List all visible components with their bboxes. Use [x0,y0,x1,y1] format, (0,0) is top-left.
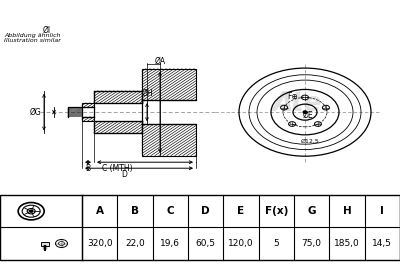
Text: Ø12,5: Ø12,5 [301,139,319,144]
Bar [142,124,196,155]
Text: ØE: ØE [303,111,313,120]
Bar [82,117,94,121]
Text: D: D [121,170,127,179]
Text: 19,6: 19,6 [160,239,180,248]
Text: Abbildung ähnlich: Abbildung ähnlich [4,33,60,38]
Text: C (MTH): C (MTH) [102,163,133,172]
Text: G: G [308,206,316,216]
Bar [94,121,142,134]
Bar [94,91,142,103]
Text: I: I [380,206,384,216]
Text: H: H [343,206,351,216]
Text: B: B [86,163,90,172]
Text: ØA: ØA [154,57,166,66]
Text: ØG: ØG [29,108,41,117]
Text: B: B [131,206,139,216]
Circle shape [29,210,34,213]
Bar [142,69,196,100]
Text: 22,0: 22,0 [125,239,145,248]
Circle shape [303,111,307,113]
FancyBboxPatch shape [41,241,49,246]
Text: 60,5: 60,5 [196,239,216,248]
Text: 120,0: 120,0 [228,239,254,248]
Text: Illustration similar: Illustration similar [4,38,61,43]
Text: ØI: ØI [43,26,51,35]
Text: A: A [96,206,104,216]
Text: 24.0322-0209.1: 24.0322-0209.1 [90,8,220,23]
Text: ®: ® [322,108,328,114]
Text: F⊕: F⊕ [287,92,298,101]
Text: E: E [238,206,244,216]
Text: Ate: Ate [272,91,322,117]
Bar [82,103,94,107]
Text: C: C [166,206,174,216]
Text: ØH: ØH [141,88,153,97]
Text: 320,0: 320,0 [87,239,112,248]
Bar [0,195,400,260]
Text: 5: 5 [274,239,279,248]
Text: 75,0: 75,0 [302,239,322,248]
Text: 14,5: 14,5 [372,239,392,248]
Text: F(x): F(x) [265,206,288,216]
Text: D: D [201,206,210,216]
Text: 522209: 522209 [280,8,340,23]
Text: 185,0: 185,0 [334,239,360,248]
